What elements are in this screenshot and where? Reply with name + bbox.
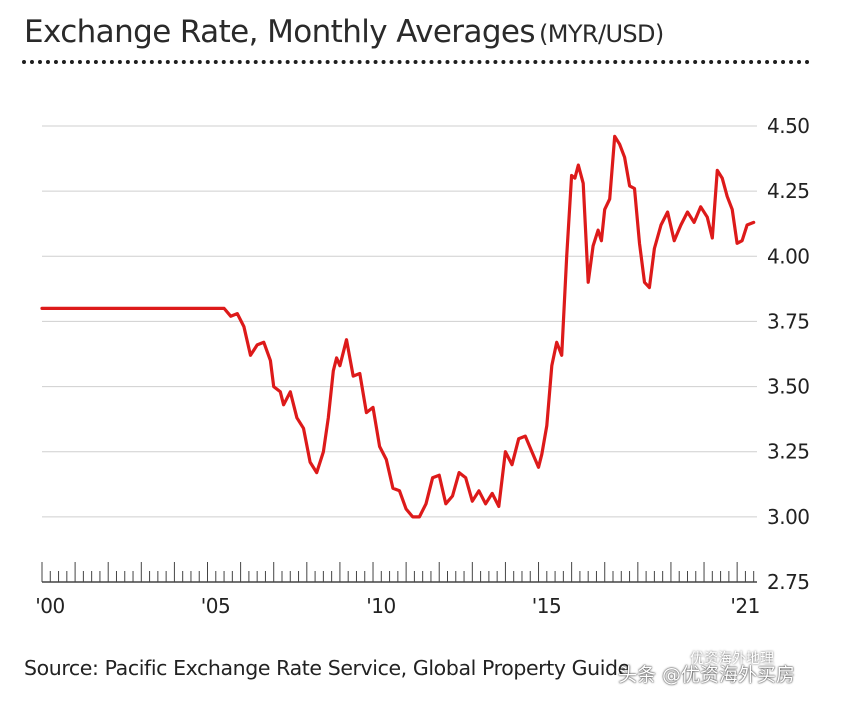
source-note: Source: Pacific Exchange Rate Service, G… — [24, 656, 630, 680]
series-line-myr-usd — [40, 134, 756, 519]
y-tick-label-3.00: 3.00 — [767, 505, 810, 529]
watermark-overlay: 优资海外地理 — [690, 651, 774, 667]
x-tick-label-2021: '21 — [730, 594, 759, 618]
chart-title-main: Exchange Rate, Monthly Averages — [24, 14, 536, 50]
x-tick-label-2010: '10 — [366, 594, 395, 618]
y-tick-label-2.75: 2.75 — [767, 570, 810, 594]
y-tick-label-3.75: 3.75 — [767, 309, 810, 333]
y-tick-label-4.00: 4.00 — [767, 244, 810, 268]
x-axis-minor-ticks — [41, 562, 755, 582]
y-tick-label-4.25: 4.25 — [767, 179, 810, 203]
x-tick-label-2000: '00 — [35, 594, 64, 618]
y-tick-label-4.50: 4.50 — [767, 114, 810, 138]
y-tick-label-3.50: 3.50 — [767, 375, 810, 399]
x-tick-label-2005: '05 — [201, 594, 230, 618]
y-tick-label-3.25: 3.25 — [767, 440, 810, 464]
chart-title-unit: (MYR/USD) — [538, 20, 664, 48]
title-divider — [22, 60, 810, 64]
watermark: 头条 @优资海外买房 — [618, 664, 796, 686]
chart-title: Exchange Rate, Monthly Averages (MYR/USD) — [24, 14, 664, 50]
x-axis-tick-labels: '00 '05 '10 '15 '21 — [35, 594, 760, 618]
grid-lines — [42, 125, 757, 518]
y-axis-tick-labels: 2.75 3.00 3.25 3.50 3.75 4.00 4.25 4.50 — [767, 114, 810, 594]
x-tick-label-2015: '15 — [532, 594, 561, 618]
